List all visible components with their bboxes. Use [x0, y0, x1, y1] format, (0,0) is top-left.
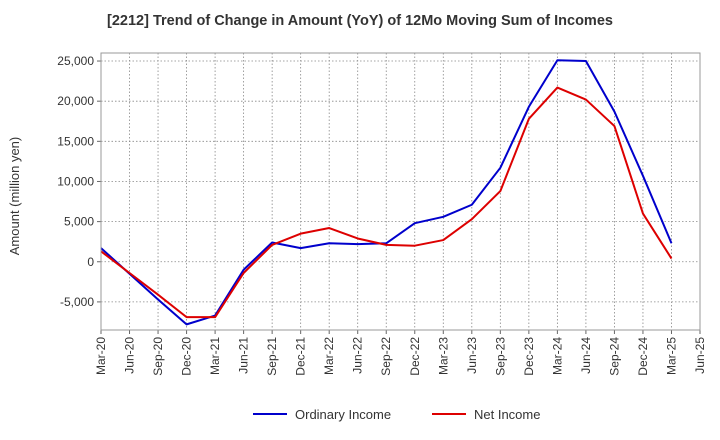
x-tick-label: Sep-24: [607, 337, 621, 376]
x-tick-label: Mar-24: [550, 337, 564, 375]
x-tick-label: Sep-20: [151, 337, 165, 376]
x-tick-label: Jun-20: [123, 337, 137, 374]
x-tick-label: Mar-21: [208, 337, 222, 375]
x-tick-label: Jun-25: [693, 337, 707, 374]
x-tick-label: Sep-23: [493, 337, 507, 376]
x-tick-label: Jun-23: [465, 337, 479, 374]
chart-title: [2212] Trend of Change in Amount (YoY) o…: [107, 13, 613, 29]
x-tick-label: Jun-24: [579, 337, 593, 374]
y-tick-label: 15,000: [57, 134, 94, 148]
y-tick-label: 25,000: [57, 54, 94, 68]
grid: [100, 53, 701, 330]
series-lines: [100, 59, 673, 326]
x-tick-label: Jun-22: [351, 337, 365, 374]
series-line-net-income: [100, 86, 673, 319]
legend: Ordinary Income Net Income: [253, 407, 540, 422]
y-axis-label: Amount (million yen): [7, 137, 22, 256]
x-tick-label: Sep-22: [379, 337, 393, 376]
y-axis-ticks: 25,000 20,000 15,000 10,000 5,000 0 -5,000: [57, 54, 101, 309]
x-tick-label: Dec-23: [522, 337, 536, 376]
y-tick-label: 20,000: [57, 94, 94, 108]
series-line-ordinary-income: [100, 59, 673, 326]
y-tick-label: -5,000: [60, 295, 94, 309]
y-tick-label: 5,000: [64, 215, 94, 229]
x-tick-label: Sep-21: [265, 337, 279, 376]
x-tick-label: Dec-22: [408, 337, 422, 376]
x-tick-label: Dec-24: [636, 337, 650, 376]
y-tick-label: 0: [87, 255, 94, 269]
plot-area-frame: [100, 52, 701, 331]
x-tick-label: Mar-22: [322, 337, 336, 375]
y-tick-label: 10,000: [57, 174, 94, 188]
x-tick-label: Jun-21: [237, 337, 251, 374]
legend-label: Ordinary Income: [295, 407, 391, 422]
x-tick-label: Dec-21: [294, 337, 308, 376]
legend-label: Net Income: [474, 407, 540, 422]
x-tick-label: Dec-20: [180, 337, 194, 376]
x-axis-ticks: Mar-20 Jun-20 Sep-20 Dec-20 Mar-21 Jun-21 Sep-…: [94, 330, 707, 376]
x-tick-label: Mar-23: [436, 337, 450, 375]
x-tick-label: Mar-25: [664, 337, 678, 375]
x-tick-label: Mar-20: [94, 337, 108, 375]
